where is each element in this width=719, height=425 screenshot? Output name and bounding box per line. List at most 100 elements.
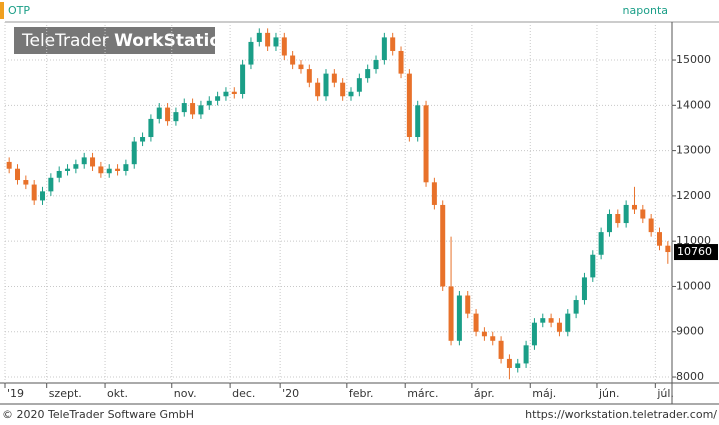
x-tick-label: jún. xyxy=(598,387,620,400)
candle-body xyxy=(323,73,329,97)
candle-body xyxy=(348,91,354,97)
candle-body xyxy=(665,245,671,253)
candle-body xyxy=(423,105,429,183)
candle-body xyxy=(73,164,79,169)
candle-body xyxy=(381,37,387,61)
candle-body xyxy=(340,82,346,97)
candle-body xyxy=(415,105,421,138)
x-tick-label: '20 xyxy=(282,387,299,400)
candle-body xyxy=(290,55,296,65)
candle-body xyxy=(590,254,596,278)
candle-body xyxy=(465,295,471,314)
candle-body xyxy=(556,322,562,332)
candle-body xyxy=(240,64,246,95)
candle-body xyxy=(190,103,196,115)
url: https://workstation.teletrader.com/ xyxy=(525,408,717,421)
interval: naponta xyxy=(623,4,668,17)
copyright: © 2020 TeleTrader Software GmbH xyxy=(2,408,194,421)
candle-body xyxy=(156,107,162,119)
candle-body xyxy=(648,218,654,233)
candle-body xyxy=(373,60,379,70)
candle-body xyxy=(81,157,87,165)
candle-body xyxy=(265,32,271,47)
candle-body xyxy=(656,232,662,246)
candle-body xyxy=(6,161,12,169)
y-tick-label: 10000 xyxy=(676,279,711,292)
candle-body xyxy=(315,82,321,97)
candle-body xyxy=(490,336,496,341)
candle-body xyxy=(215,96,221,101)
x-tick-label: okt. xyxy=(107,387,128,400)
y-tick-label: 9000 xyxy=(676,325,704,338)
watermark: TeleTrader WorkStation xyxy=(21,31,233,51)
candle-body xyxy=(598,232,604,255)
candle-body xyxy=(281,37,287,56)
x-tick-label: júl. xyxy=(656,387,674,400)
x-tick-label: dec. xyxy=(232,387,255,400)
watermark-box xyxy=(14,27,215,54)
candle-body xyxy=(573,300,579,314)
last-price-box xyxy=(674,244,718,261)
candle-body xyxy=(256,32,262,42)
candle-body xyxy=(365,69,371,79)
candle-body xyxy=(631,204,637,210)
y-tick-label: 15000 xyxy=(676,53,711,66)
watermark-a: TeleTrader xyxy=(21,31,114,51)
y-tick-label: 12000 xyxy=(676,189,711,202)
candle-body xyxy=(248,41,254,65)
candle-body xyxy=(273,37,279,47)
candle-body xyxy=(565,313,571,332)
last-price: 10760 xyxy=(677,245,712,258)
candle-body xyxy=(231,91,237,95)
x-tick-label: máj. xyxy=(532,387,556,400)
symbol: OTP xyxy=(8,4,30,17)
candle-body xyxy=(548,318,554,323)
candle-body xyxy=(331,73,337,83)
candle-body xyxy=(65,168,71,171)
candle-body xyxy=(223,91,229,97)
candle-body xyxy=(431,182,437,205)
candle-body xyxy=(98,166,104,174)
x-tick-label: márc. xyxy=(407,387,438,400)
candle-body xyxy=(398,50,404,74)
candle-body xyxy=(115,168,121,171)
x-tick-label: '19 xyxy=(7,387,24,400)
candle-body xyxy=(481,331,487,337)
candle-body xyxy=(456,295,462,341)
candle-body xyxy=(306,69,312,83)
x-tick-label: nov. xyxy=(174,387,197,400)
candle-body xyxy=(515,363,521,368)
x-tick-label: ápr. xyxy=(474,387,495,400)
candle-body xyxy=(173,112,179,122)
candle-body xyxy=(181,103,187,113)
symbol-marker xyxy=(0,2,4,19)
y-tick-label: 8000 xyxy=(676,370,704,383)
y-tick-label: 13000 xyxy=(676,144,711,157)
candle-body xyxy=(15,168,21,181)
candle-body xyxy=(448,286,454,341)
candle-body xyxy=(90,157,96,167)
candle-body xyxy=(56,170,62,178)
candle-body xyxy=(473,313,479,332)
candle-body xyxy=(606,214,612,233)
candle-body xyxy=(540,318,546,323)
candle-body xyxy=(31,184,37,201)
x-tick-label: szept. xyxy=(49,387,82,400)
candle-body xyxy=(140,137,146,142)
candle-body xyxy=(581,277,587,301)
candle-body xyxy=(498,340,504,359)
watermark-b: WorkStation xyxy=(114,31,233,51)
candle-body xyxy=(531,322,537,346)
candle-body xyxy=(123,164,129,171)
candle-body xyxy=(148,118,154,138)
candle-body xyxy=(356,78,362,92)
candle-body xyxy=(506,358,512,368)
candle-body xyxy=(106,168,112,174)
candle-body xyxy=(640,209,646,219)
candle-body xyxy=(206,100,212,106)
candle-body xyxy=(23,180,29,185)
candle-body xyxy=(40,191,46,201)
